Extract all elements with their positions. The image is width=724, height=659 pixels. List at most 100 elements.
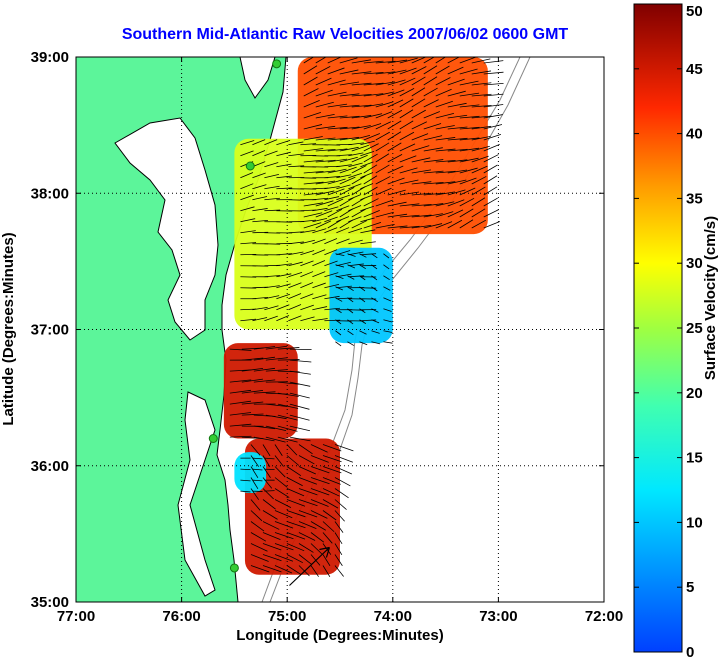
velocity-vector [363, 60, 384, 64]
velocity-vector [253, 425, 276, 430]
velocity-vector [315, 137, 336, 141]
velocity-vector [324, 227, 338, 234]
velocity-vector [471, 70, 492, 75]
velocity-vector [334, 444, 354, 452]
velocity-vector [375, 81, 396, 86]
station-marker [208, 434, 218, 443]
velocity-vector [375, 71, 396, 75]
velocity-vector [347, 253, 356, 257]
velocity-vector [241, 367, 264, 372]
velocity-vector [483, 60, 504, 64]
y-axis-label: Latitude (Degrees:Minutes) [0, 232, 17, 425]
velocity-vector [288, 315, 302, 322]
station-marker [272, 59, 282, 69]
station-layer [208, 59, 282, 573]
velocity-vector [435, 65, 450, 75]
velocity-vector [399, 155, 417, 163]
velocity-vector [335, 319, 342, 325]
velocity-vector [289, 348, 312, 351]
velocity-vector [264, 468, 275, 471]
velocity-vector [423, 223, 443, 229]
velocity-vector [298, 510, 318, 518]
velocity-vector [411, 192, 432, 196]
velocity-vector [459, 57, 477, 64]
velocity-vector [252, 296, 269, 300]
grid-layer [76, 57, 604, 602]
velocity-vector [303, 192, 324, 196]
velocity-vector [312, 249, 326, 256]
velocity-vector [276, 263, 292, 267]
velocity-vector [363, 198, 379, 207]
velocity-vector [300, 260, 314, 267]
velocity-vector [276, 273, 292, 278]
velocity-vector [383, 319, 393, 323]
velocity-vector [387, 89, 405, 97]
velocity-vector [298, 444, 313, 455]
velocity-vector [423, 76, 438, 86]
velocity-vector [360, 319, 377, 322]
velocity-vector [277, 359, 300, 361]
velocity-vector [327, 137, 348, 141]
velocity-vector [303, 111, 322, 119]
velocity-vector [348, 142, 364, 146]
velocity-vector [312, 294, 327, 300]
velocity-vector [411, 109, 426, 119]
velocity-vector [387, 213, 408, 218]
velocity-vector [375, 142, 390, 152]
velocity-vector [339, 115, 360, 119]
velocity-vector [229, 423, 252, 427]
velocity-vector [322, 554, 331, 567]
y-tick-label: 39:00 [31, 49, 69, 66]
velocity-vector [339, 69, 359, 75]
velocity-vector [322, 510, 337, 521]
velocity-vector [262, 477, 273, 489]
velocity-vector [252, 219, 269, 223]
velocity-vector [411, 87, 426, 97]
velocity-vector [315, 180, 336, 185]
velocity-vector [363, 153, 378, 163]
velocity-vector [423, 147, 443, 152]
velocity-vector [288, 261, 303, 267]
velocity-vector [387, 69, 407, 75]
velocity-vector [288, 165, 305, 168]
velocity-vector [339, 93, 360, 97]
velocity-vector [324, 272, 339, 278]
velocity-vector [336, 184, 351, 190]
reference-vector [289, 547, 330, 586]
velocity-vector [289, 403, 310, 410]
velocity-vector [262, 455, 271, 468]
velocity-vector [351, 165, 367, 174]
velocity-vector [459, 219, 474, 229]
velocity-vector [375, 121, 392, 130]
velocity-vector [348, 205, 362, 212]
velocity-vector [383, 286, 391, 291]
velocity-vector [435, 113, 455, 119]
velocity-vector [264, 285, 280, 289]
velocity-vector [447, 78, 465, 86]
velocity-vector [252, 307, 268, 311]
velocity-vector [322, 543, 332, 555]
velocity-vector [363, 82, 384, 86]
velocity-vector [252, 317, 268, 322]
velocity-vector [288, 251, 304, 256]
velocity-vector [339, 81, 360, 86]
x-tick-layer: 77:00 76:00 75:00 74:00 73:00 72:00 [57, 57, 623, 625]
colorbar-tick-label: 0 [686, 644, 694, 659]
velocity-vector [300, 209, 317, 212]
velocity-vector [252, 172, 266, 179]
velocity-vector [471, 165, 488, 174]
velocity-vector [324, 307, 341, 311]
velocity-vector [315, 200, 334, 207]
velocity-vector [288, 241, 304, 245]
velocity-vector [447, 90, 466, 97]
velocity-vector [471, 125, 492, 130]
velocity-vector [447, 179, 467, 185]
velocity-vector [252, 208, 268, 212]
speed-region [244, 438, 340, 575]
velocity-vector [375, 211, 394, 218]
velocity-vector [359, 286, 366, 292]
velocity-vector [423, 87, 438, 97]
velocity-vector [240, 172, 254, 179]
velocity-vector [289, 425, 311, 432]
velocity-vector [264, 197, 280, 201]
